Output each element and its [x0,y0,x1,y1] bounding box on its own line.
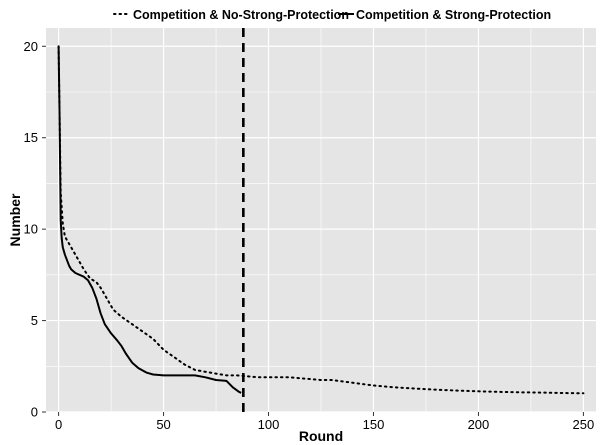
legend-label-strong-protection: Competition & Strong-Protection [356,8,551,22]
x-tick-label: 150 [363,417,385,432]
series-line-no-strong-protection [57,45,585,395]
y-tick-label: 0 [31,405,38,420]
series-line-strong-protection [57,46,242,394]
y-tick-label: 20 [24,39,38,54]
x-tick-label: 250 [573,417,595,432]
axis-ticks: 0 50 100 150 200 250 0 5 10 15 20 [24,39,595,432]
x-tick-label: 50 [156,417,170,432]
x-axis-title: Round [299,428,343,444]
legend-label-no-strong-protection: Competition & No-Strong-Protection [133,8,349,22]
x-tick-label: 200 [468,417,490,432]
grid-lines [46,28,596,413]
legend: Competition & No-Strong-Protection Compe… [113,8,551,22]
x-tick-label: 100 [258,417,280,432]
y-axis-title: Number [7,193,23,246]
y-tick-label: 5 [31,313,38,328]
x-tick-label: 0 [55,417,62,432]
series-lines [57,45,585,395]
y-tick-label: 10 [24,222,38,237]
y-tick-label: 15 [24,130,38,145]
